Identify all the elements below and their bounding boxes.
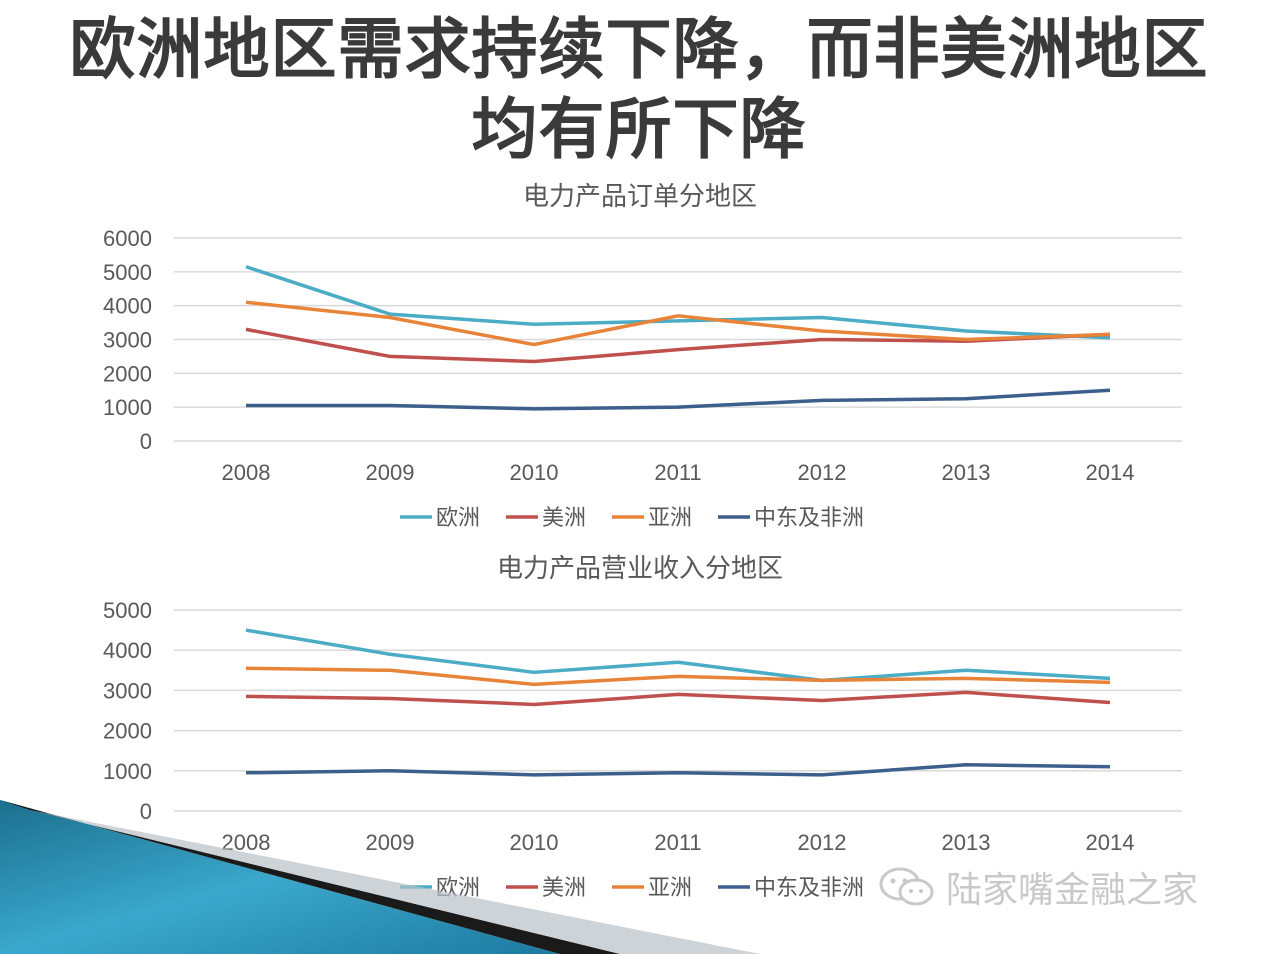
revenue-x-tick-label: 2010: [510, 830, 559, 855]
orders-x-tick-label: 2014: [1086, 460, 1135, 485]
orders-legend-label: 亚洲: [648, 506, 692, 531]
orders-chart-title: 电力产品订单分地区: [523, 182, 757, 212]
orders-x-tick-label: 2011: [654, 460, 701, 485]
orders-x-tick-label: 2013: [942, 460, 991, 485]
revenue-x-tick-label: 2014: [1086, 830, 1135, 855]
revenue-legend: 欧洲 美洲 亚洲 中东及非洲: [400, 876, 864, 901]
revenue-y-tick-label: 4000: [103, 638, 152, 663]
wechat-icon: [879, 867, 934, 906]
slide-title: 欧洲地区需求持续下降，而非美洲地区 均有所下降: [0, 10, 1278, 170]
watermark: 陆家嘴金融之家: [878, 862, 1198, 912]
revenue-x-tick-label: 2011: [654, 830, 701, 855]
orders-legend-label: 欧洲: [436, 506, 480, 531]
slide-corner-decoration: [0, 800, 760, 954]
revenue-y-tick-label: 5000: [103, 598, 152, 623]
revenue-series-line-亚洲: [245, 666, 1111, 687]
orders-y-tick-label: 1000: [103, 395, 152, 420]
orders-legend-label: 中东及非洲: [754, 506, 864, 531]
slide-title-line-1: 欧洲地区需求持续下降，而非美洲地区: [69, 11, 1209, 88]
revenue-x-tick-label: 2009: [366, 830, 415, 855]
orders-y-tick-label: 3000: [103, 328, 152, 353]
orders-legend-label: 美洲: [542, 506, 586, 531]
revenue-legend-label: 美洲: [542, 876, 586, 901]
revenue-chart-title: 电力产品营业收入分地区: [497, 554, 783, 584]
orders-series-line-欧洲: [245, 265, 1111, 340]
orders-by-region-chart: 电力产品订单分地区 0 1000 2000 3000 4000 5000 6000 2008 20…: [103, 182, 1182, 531]
orders-x-tick-label: 2008: [222, 460, 271, 485]
revenue-y-tick-label: 2000: [103, 719, 152, 744]
orders-series-line-亚洲: [245, 300, 1111, 347]
orders-series-line-美洲: [245, 327, 1111, 364]
revenue-y-tick-label: 3000: [103, 678, 152, 703]
watermark-text: 陆家嘴金融之家: [946, 870, 1199, 911]
orders-x-tick-label: 2012: [798, 460, 847, 485]
orders-legend: 欧洲 美洲 亚洲 中东及非洲: [400, 506, 864, 531]
revenue-x-tick-label: 2013: [942, 830, 991, 855]
orders-series-line-中东及非洲: [246, 388, 1111, 411]
orders-x-tick-label: 2010: [510, 460, 559, 485]
revenue-series-line-中东及非洲: [245, 763, 1111, 777]
slide-title-line-2: 均有所下降: [471, 91, 807, 168]
revenue-series-line-美洲: [245, 690, 1111, 707]
deco-grey-wedge: [30, 810, 760, 954]
orders-y-tick-label: 2000: [103, 361, 152, 386]
orders-y-tick-label: 5000: [103, 260, 152, 285]
revenue-x-tick-label: 2012: [798, 830, 847, 855]
revenue-y-tick-label: 1000: [103, 759, 152, 784]
revenue-y-tick-label: 0: [140, 799, 152, 824]
orders-y-tick-label: 6000: [103, 226, 152, 251]
revenue-series-line-欧洲: [245, 628, 1111, 683]
orders-y-tick-label: 4000: [103, 294, 152, 319]
revenue-legend-label: 中东及非洲: [754, 876, 864, 901]
revenue-legend-label: 亚洲: [648, 876, 692, 901]
orders-y-tick-label: 0: [140, 429, 152, 454]
orders-x-tick-label: 2009: [366, 460, 415, 485]
